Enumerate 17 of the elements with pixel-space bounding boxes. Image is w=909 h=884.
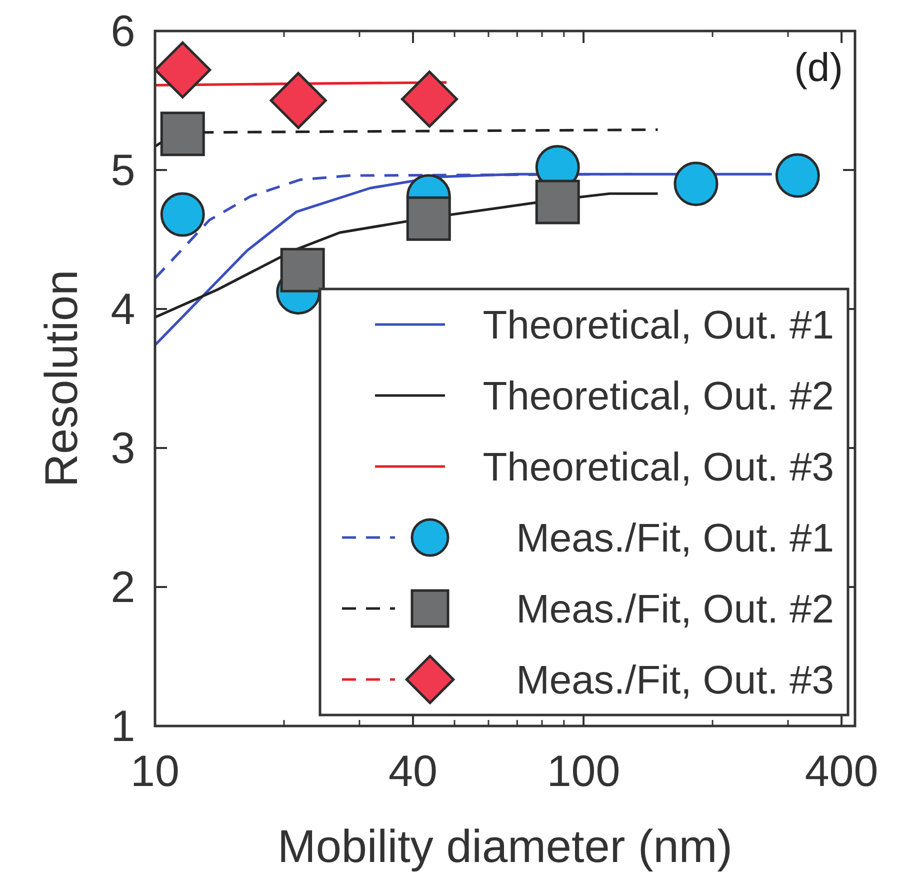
y-tick-label: 2	[110, 563, 136, 612]
x-tick-label: 100	[546, 747, 620, 796]
legend-label: Theoretical, Out. #1	[482, 304, 834, 348]
y-tick-label: 6	[110, 7, 136, 56]
legend-label: Theoretical, Out. #2	[482, 374, 834, 418]
x-axis-title: Mobility diameter (nm)	[278, 820, 732, 872]
legend-label: Meas./Fit, Out. #2	[516, 588, 834, 632]
y-axis-title: Resolution	[35, 270, 87, 488]
y-tick-label: 4	[110, 285, 136, 334]
legend-label: Meas./Fit, Out. #1	[516, 516, 834, 560]
legend-label: Theoretical, Out. #3	[482, 446, 834, 490]
legend-label: Meas./Fit, Out. #3	[516, 658, 834, 702]
annotation: (d)	[794, 46, 843, 90]
y-tick-label: 5	[110, 146, 136, 195]
y-tick-label: 3	[110, 424, 136, 473]
x-tick-label: 40	[388, 747, 438, 796]
x-tick-label: 400	[804, 747, 878, 796]
